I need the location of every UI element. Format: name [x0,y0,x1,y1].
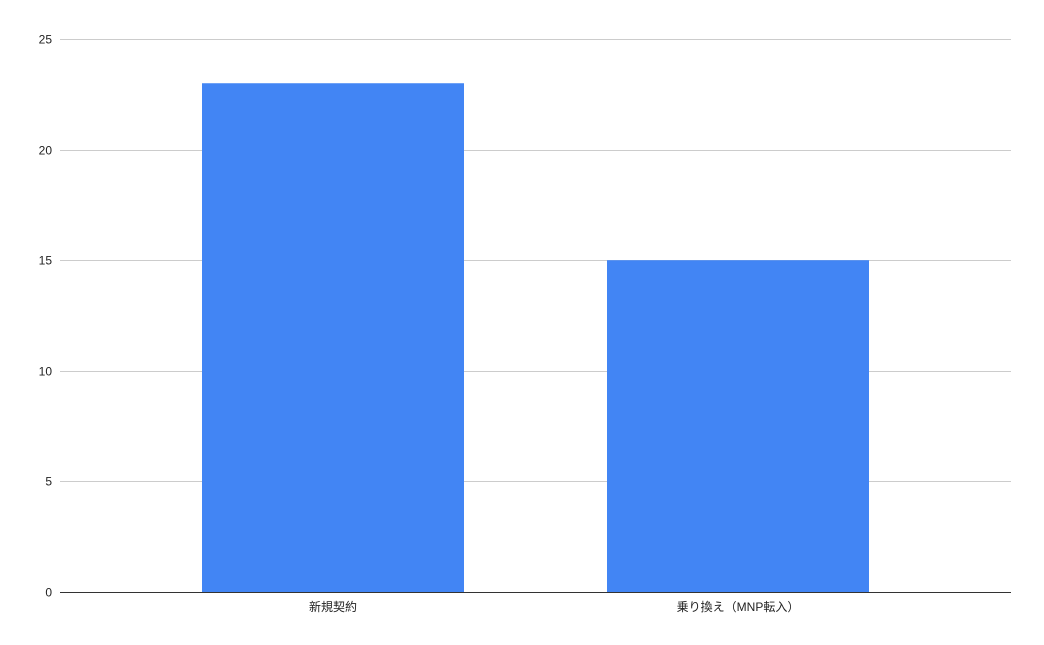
y-tick-label: 15 [39,254,53,268]
bar-2 [607,260,869,592]
y-tick-label: 10 [39,365,53,379]
y-tick-label: 20 [39,144,53,158]
y-tick-label: 5 [45,475,52,489]
x-category-label: 新規契約 [309,599,357,614]
x-category-label: 乗り換え（MNP転入） [677,600,800,614]
y-tick-label: 0 [45,586,52,600]
y-tick-label: 25 [39,33,53,47]
bar-1 [202,83,464,593]
